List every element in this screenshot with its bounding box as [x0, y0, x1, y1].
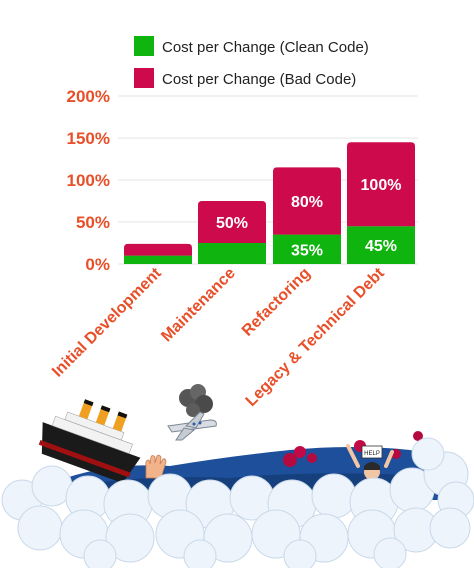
- bar-clean-code: [198, 243, 266, 264]
- legend-label: Cost per Change (Clean Code): [162, 39, 369, 56]
- clouds: [1, 437, 474, 568]
- bar-value-label: 45%: [365, 238, 397, 255]
- drowning-hand-icon: [145, 454, 167, 479]
- bar-bad-code: [198, 201, 266, 243]
- bar-value-label: 80%: [291, 194, 323, 211]
- y-tick-label: 200%: [67, 87, 110, 106]
- x-tick-label: Initial Development: [49, 264, 165, 380]
- bar-clean-code: [124, 255, 192, 264]
- bar-bad-code: [273, 167, 341, 235]
- illustration: HELP: [1, 384, 474, 568]
- bar-clean-code: [273, 234, 341, 264]
- x-tick-label: Refactoring: [239, 265, 314, 340]
- y-tick-label: 100%: [67, 171, 110, 190]
- x-tick-label: Legacy & Technical Debt: [243, 264, 389, 410]
- legend-label: Cost per Change (Bad Code): [162, 71, 356, 88]
- bar-value-label: 50%: [216, 215, 248, 232]
- help-sign-text: HELP: [364, 451, 380, 457]
- legend-swatch: [134, 68, 154, 88]
- x-tick-label: Maintenance: [158, 265, 239, 346]
- legend-swatch: [134, 36, 154, 56]
- y-axis-ticks: 0% 50% 100% 150% 200%: [67, 87, 110, 274]
- legend: Cost per Change (Clean Code) Cost per Cha…: [134, 36, 369, 88]
- bar-value-labels: 50% 35% 80% 45% 100%: [216, 177, 401, 259]
- sinking-ship-icon: [38, 399, 141, 484]
- bars: [124, 142, 415, 264]
- y-tick-label: 50%: [76, 213, 110, 232]
- bar-clean-code: [347, 226, 415, 264]
- y-tick-label: 150%: [67, 129, 110, 148]
- crashing-plane-icon: [167, 384, 217, 441]
- bar-value-label: 35%: [291, 242, 323, 259]
- y-tick-label: 0%: [85, 255, 110, 274]
- help-sign-icon: HELP: [361, 445, 383, 459]
- bar-bad-code: [347, 142, 415, 227]
- bar-value-label: 100%: [361, 177, 402, 194]
- bar-bad-code: [124, 243, 192, 256]
